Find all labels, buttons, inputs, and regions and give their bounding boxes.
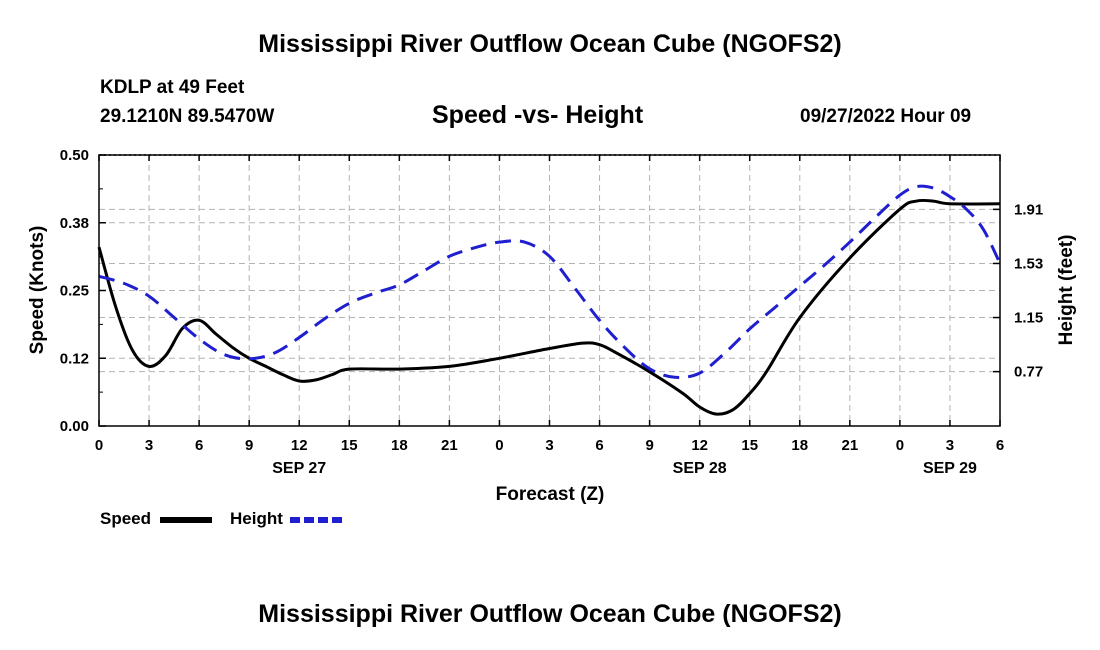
x-tick-label: 15 <box>741 437 758 454</box>
y-tick-label: 0.50 <box>60 147 89 164</box>
y2-tick-label: 0.77 <box>1014 364 1043 381</box>
x-tick-label: 0 <box>495 437 503 454</box>
height-series-line <box>98 184 1002 380</box>
y2-tick-label: 1.53 <box>1014 255 1043 272</box>
speed-series-line <box>97 198 1001 416</box>
speed-height-chart: 0 3 6 9 12 15 18 21 0 3 6 9 12 15 18 21 0 3 6 SEP 27 SEP 28 S… <box>27 147 1077 505</box>
x-tick-label: 6 <box>195 437 203 454</box>
axis-layer: 0 3 6 9 12 15 18 21 0 3 6 9 12 15 18 21 0 3 6 SEP 27 SEP 28 S… <box>60 147 1043 477</box>
y2-axis-title: Height (feet) <box>1056 235 1077 346</box>
x-tick-label: 3 <box>946 437 954 454</box>
chart-subtitle: Speed -vs- Height <box>432 101 644 129</box>
x-tick-label: 21 <box>841 437 858 454</box>
x-tick-label: 18 <box>391 437 408 454</box>
y2-tick-label: 1.91 <box>1014 201 1043 218</box>
x-tick-label: 9 <box>645 437 653 454</box>
y2-tick-label: 1.15 <box>1014 310 1043 327</box>
y-tick-label: 0.00 <box>60 418 89 435</box>
x-tick-label: 0 <box>896 437 904 454</box>
legend-speed-swatch <box>160 517 212 523</box>
y-tick-label: 0.25 <box>60 283 89 300</box>
x-axis-title: Forecast (Z) <box>496 484 605 505</box>
chart-main-title: Mississippi River Outflow Ocean Cube (NG… <box>258 30 842 58</box>
x-tick-label: 6 <box>996 437 1004 454</box>
x-tick-label: 18 <box>791 437 808 454</box>
x-tick-label: 12 <box>691 437 708 454</box>
station-coordinates: 29.1210N 89.5470W <box>100 106 275 127</box>
x-date-label: SEP 28 <box>673 460 727 477</box>
y-tick-label: 0.38 <box>60 215 89 232</box>
x-tick-label: 3 <box>545 437 553 454</box>
series-layer <box>97 184 1002 416</box>
x-date-label: SEP 29 <box>923 460 977 477</box>
x-tick-label: 0 <box>95 437 103 454</box>
legend-height-label: Height <box>230 509 283 528</box>
x-tick-label: 15 <box>341 437 358 454</box>
x-date-label: SEP 27 <box>272 460 326 477</box>
y-tick-label: 0.12 <box>60 350 89 367</box>
x-tick-label: 3 <box>145 437 153 454</box>
legend-height-swatch <box>290 517 342 523</box>
x-tick-label: 21 <box>441 437 458 454</box>
x-tick-label: 9 <box>245 437 253 454</box>
grid-layer <box>99 155 1000 426</box>
legend-speed-label: Speed <box>100 509 152 528</box>
x-tick-label: 6 <box>595 437 603 454</box>
forecast-datetime: 09/27/2022 Hour 09 <box>800 106 972 127</box>
y-axis-title: Speed (Knots) <box>27 226 48 355</box>
repeated-main-title: Mississippi River Outflow Ocean Cube (NG… <box>258 600 842 628</box>
station-label: KDLP at 49 Feet <box>100 77 245 98</box>
x-tick-label: 12 <box>291 437 308 454</box>
